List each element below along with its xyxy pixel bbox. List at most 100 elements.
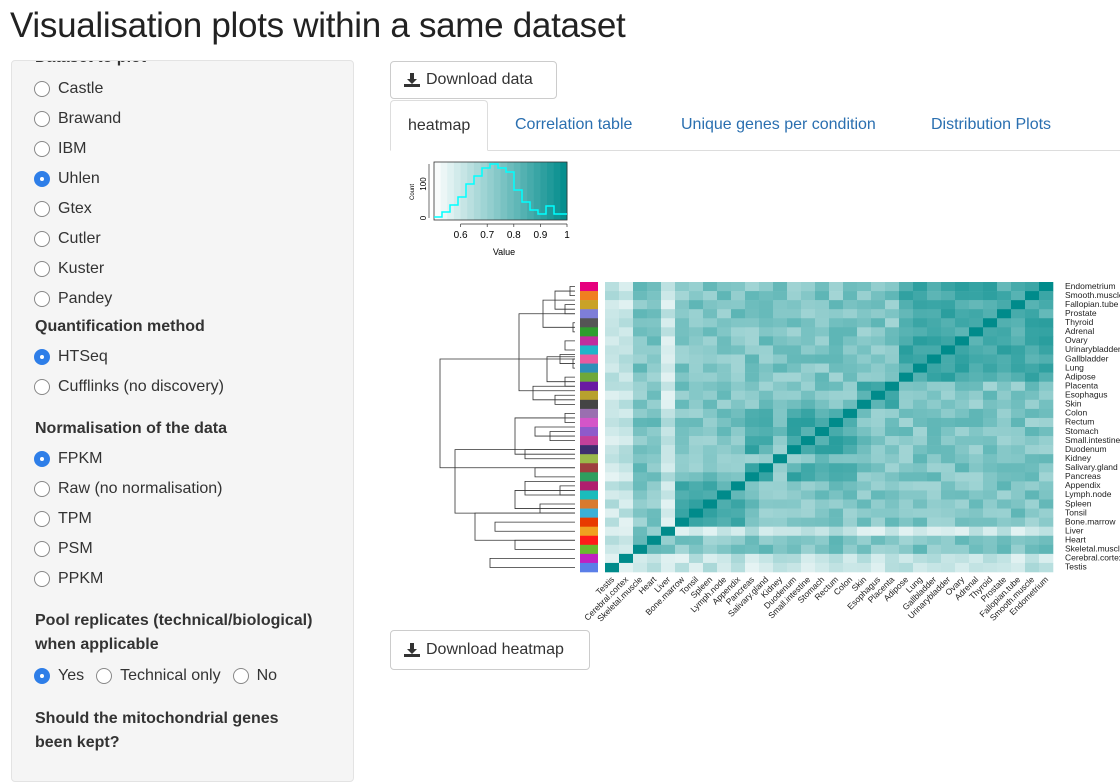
heatmap-cell	[773, 454, 788, 464]
heatmap-cell	[801, 445, 816, 455]
radio-option[interactable]: Gtex	[34, 200, 92, 218]
heatmap-row-label: Small.intestine	[1065, 435, 1120, 445]
radio-option[interactable]: Cufflinks (no discovery)	[34, 378, 224, 396]
tab-heatmap[interactable]: heatmap	[390, 100, 489, 151]
heatmap-cell	[941, 517, 956, 527]
radio-button[interactable]	[34, 141, 50, 157]
heatmap-cell	[955, 508, 970, 518]
heatmap-cell	[899, 336, 914, 346]
heatmap-cell	[759, 291, 774, 301]
heatmap-cell	[927, 427, 942, 437]
pool-option[interactable]: Technical only	[96, 667, 221, 685]
radio-button[interactable]	[34, 571, 50, 587]
heatmap-cell	[731, 526, 746, 537]
heatmap-cell	[815, 463, 830, 473]
heatmap-cell	[815, 417, 830, 428]
radio-button[interactable]	[34, 379, 50, 395]
heatmap-cell	[913, 454, 928, 464]
radio-button[interactable]	[34, 291, 50, 307]
heatmap-cell	[675, 372, 690, 382]
radio-option[interactable]: TPM	[34, 510, 92, 528]
heatmap-cell	[689, 417, 704, 428]
heatmap-cell	[1025, 309, 1040, 319]
radio-option[interactable]: IBM	[34, 140, 86, 158]
radio-button[interactable]	[34, 511, 50, 527]
radio-label: No	[256, 667, 278, 684]
heatmap-cell	[899, 499, 914, 509]
radio-label: PPKM	[58, 570, 104, 587]
radio-option[interactable]: Kuster	[34, 260, 104, 278]
radio-option[interactable]: PPKM	[34, 570, 103, 588]
heatmap-cell	[773, 553, 788, 564]
radio-button[interactable]	[34, 451, 50, 467]
radio-button[interactable]	[34, 668, 50, 684]
tab-unique-genes-per-condition[interactable]: Unique genes per condition	[681, 116, 876, 133]
heatmap-cell	[773, 354, 788, 364]
radio-option[interactable]: FPKM	[34, 450, 102, 468]
heatmap-cell	[899, 381, 914, 392]
heatmap-cell	[1025, 454, 1040, 464]
heatmap-cell	[843, 408, 858, 419]
heatmap-cell	[703, 562, 718, 573]
heatmap-cell	[1039, 399, 1054, 410]
heatmap-cell	[969, 553, 984, 564]
key-x-label: Value	[493, 247, 515, 257]
radio-button[interactable]	[34, 349, 50, 365]
download-data-button[interactable]: Download data	[390, 61, 557, 99]
heatmap-cell	[675, 526, 690, 537]
radio-button[interactable]	[34, 231, 50, 247]
heatmap-cell	[815, 481, 830, 491]
radio-option[interactable]: Cutler	[34, 230, 101, 248]
dendrogram-branch	[514, 539, 575, 550]
radio-option[interactable]: Uhlen	[34, 170, 100, 188]
heatmap-cell	[619, 490, 634, 500]
heatmap-cell	[619, 390, 634, 401]
download-heatmap-button[interactable]: Download heatmap	[390, 630, 590, 670]
heatmap-cell	[703, 318, 718, 328]
radio-button[interactable]	[232, 668, 249, 684]
radio-option[interactable]: Raw (no normalisation)	[34, 480, 223, 498]
heatmap-cell	[871, 282, 886, 292]
row-color-swatch	[580, 526, 598, 537]
heatmap-cell	[759, 490, 774, 500]
heatmap-cell	[829, 427, 844, 437]
heatmap-cell	[983, 499, 998, 509]
heatmap-cell	[1039, 562, 1054, 573]
radio-button[interactable]	[34, 201, 50, 217]
pool-option[interactable]: Yes	[34, 667, 84, 685]
tab-distribution-plots[interactable]: Distribution Plots	[931, 116, 1052, 133]
heatmap-cell	[941, 544, 956, 555]
radio-option[interactable]: PSM	[34, 540, 93, 558]
radio-button[interactable]	[96, 668, 113, 684]
heatmap-cell	[647, 463, 662, 473]
radio-button[interactable]	[34, 111, 50, 127]
heatmap-cell	[689, 472, 704, 482]
tab-correlation-table[interactable]: Correlation table	[515, 116, 633, 133]
heatmap-cell	[969, 300, 984, 310]
heatmap-cell	[969, 345, 984, 355]
heatmap-cell	[787, 454, 802, 464]
radio-button[interactable]	[34, 481, 50, 497]
heatmap-cell	[983, 282, 998, 292]
heatmap-cell	[675, 408, 690, 419]
heatmap-cell	[1039, 363, 1054, 373]
heatmap-cell	[647, 300, 662, 310]
radio-option[interactable]: Brawand	[34, 110, 121, 128]
heatmap-cell	[689, 390, 704, 401]
radio-option[interactable]: Pandey	[34, 290, 112, 308]
heatmap-cell	[731, 472, 746, 482]
radio-option[interactable]: HTSeq	[34, 348, 108, 366]
radio-option[interactable]: Castle	[34, 80, 103, 98]
pool-option[interactable]: No	[232, 667, 278, 685]
heatmap-cell	[717, 553, 732, 564]
key-gradient-cell	[487, 162, 495, 220]
heatmap-cell	[731, 282, 746, 292]
radio-button[interactable]	[34, 81, 50, 97]
heatmap-cell	[1011, 408, 1026, 419]
radio-button[interactable]	[34, 171, 50, 187]
radio-button[interactable]	[34, 261, 50, 277]
radio-button[interactable]	[34, 541, 50, 557]
heatmap-cell	[885, 553, 900, 564]
heatmap-row-label: Ovary	[1065, 335, 1088, 345]
heatmap-cell	[689, 445, 704, 455]
